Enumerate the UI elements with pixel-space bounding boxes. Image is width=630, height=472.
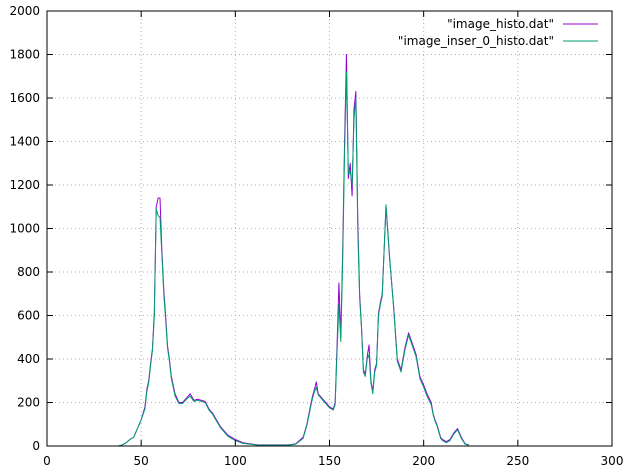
series-line-2: [47, 71, 469, 447]
y-tick-label: 800: [17, 265, 40, 279]
y-tick-label: 400: [17, 352, 40, 366]
y-tick-label: 1800: [9, 48, 40, 62]
y-tick-label: 200: [17, 396, 40, 410]
x-tick-label: 50: [134, 454, 149, 468]
x-tick-label: 250: [506, 454, 529, 468]
x-tick-label: 150: [318, 454, 341, 468]
legend-label-1: "image_histo.dat": [447, 17, 554, 31]
y-tick-label: 1400: [9, 135, 40, 149]
y-tick-label: 600: [17, 309, 40, 323]
legend: "image_histo.dat" "image_inser_0_histo.da…: [398, 17, 598, 48]
x-tick-label: 100: [224, 454, 247, 468]
series-lines: [47, 54, 470, 447]
y-tick-label: 1000: [9, 222, 40, 236]
series-line-1: [47, 54, 470, 447]
grid: [47, 11, 612, 446]
y-tick-label: 1200: [9, 178, 40, 192]
y-tick-label: 0: [32, 439, 40, 453]
x-tick-label: 0: [43, 454, 51, 468]
y-tick-label: 2000: [9, 4, 40, 18]
axis-ticks: 0 200 400 600 800 1000 1200 1400 1600 1800 2000 0 50…: [9, 4, 623, 468]
y-tick-label: 1600: [9, 91, 40, 105]
x-tick-label: 300: [601, 454, 624, 468]
x-tick-label: 200: [412, 454, 435, 468]
legend-label-2: "image_inser_0_histo.dat": [398, 34, 554, 48]
